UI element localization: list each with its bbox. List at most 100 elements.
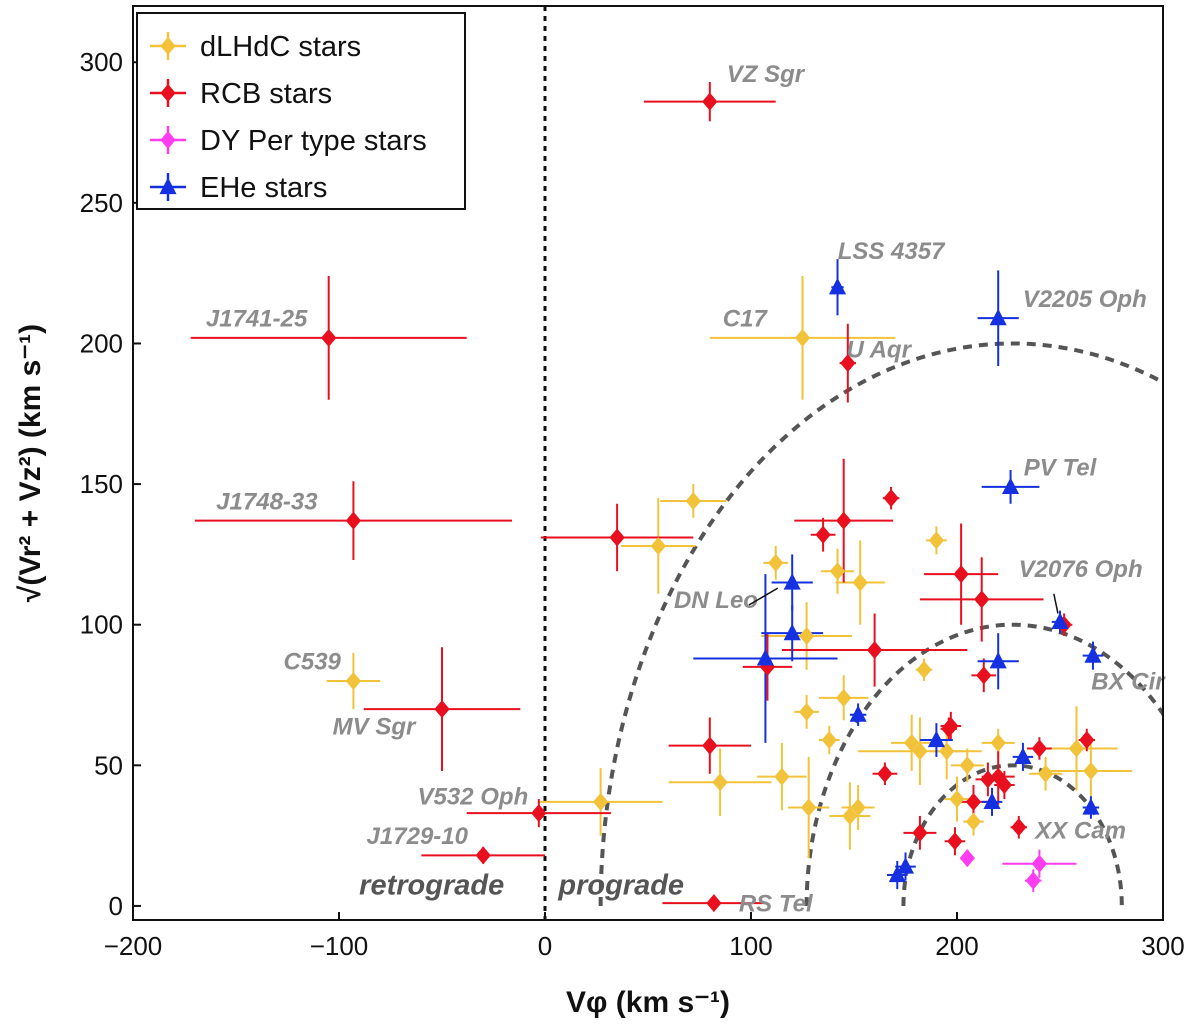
dlhdc-point <box>685 491 701 510</box>
x-tick-label: 0 <box>538 931 552 961</box>
rcb-point <box>980 770 996 789</box>
ehe-point <box>783 573 801 590</box>
star-label: C539 <box>284 649 342 676</box>
y-tick-label: 300 <box>80 47 123 77</box>
rcb-point <box>976 666 992 685</box>
y-axis-title: √(Vr² + Vz²) (km s⁻¹) <box>14 324 47 602</box>
rcb-point <box>836 511 852 530</box>
axis-ticks: −200 −100 0 100 200 300 0 50 100 150 200 250 300 <box>80 47 1185 961</box>
dlhdc-point <box>592 792 609 811</box>
dyper-point <box>1031 854 1048 873</box>
rcb-point <box>345 511 362 530</box>
dyper-point <box>1025 871 1041 890</box>
dlhdc-point <box>928 531 945 550</box>
v2076-leader <box>1053 593 1059 614</box>
rcb-point <box>815 525 831 544</box>
dlhdc-point <box>345 671 362 690</box>
rcb-point <box>702 736 718 755</box>
x-tick-label: 300 <box>1141 931 1184 961</box>
dlhdc-point <box>801 798 817 817</box>
star-label: XX Cam <box>1033 817 1126 844</box>
rcb-point <box>840 354 856 373</box>
dlhdc-point <box>912 742 928 761</box>
ehe-point <box>1084 646 1102 663</box>
star-label: BX Cir <box>1091 668 1166 695</box>
ehe-point <box>849 705 867 722</box>
dyper-point <box>959 849 975 868</box>
legend-label-dlhdc: dLHdC stars <box>200 31 361 63</box>
guide-curve-2 <box>901 763 1124 906</box>
dlhdc-point <box>1068 739 1085 758</box>
rcb-point <box>1031 739 1048 758</box>
ehe-point <box>989 651 1007 669</box>
dlhdc-point <box>829 562 846 581</box>
legend-marker-dyper <box>160 131 176 149</box>
ehe-point <box>983 792 1001 809</box>
dlhdc-point <box>1083 761 1099 780</box>
rcb-point <box>475 846 491 865</box>
ehe-point <box>927 730 945 748</box>
x-tick-label: −200 <box>104 931 163 961</box>
rcb-point <box>609 528 625 547</box>
legend-label-dyper: DY Per type stars <box>200 125 427 157</box>
rcb-point <box>321 328 337 347</box>
rcb-point <box>434 700 450 719</box>
x-tick-label: 100 <box>729 931 772 961</box>
y-tick-label: 200 <box>80 328 123 358</box>
guide-curves <box>598 341 1163 906</box>
star-label: PV Tel <box>1024 455 1098 482</box>
x-tick-label: 200 <box>935 931 978 961</box>
dlhdc-point <box>712 773 728 792</box>
dlhdc-point <box>1037 764 1054 783</box>
legend-label-rcb: RCB stars <box>200 78 332 110</box>
rcb-point <box>996 776 1013 795</box>
star-label: LSS 4357 <box>838 238 946 265</box>
star-label: V2076 Oph <box>1019 556 1143 583</box>
legend: dLHdC stars RCB stars DY Per type stars EHe… <box>136 12 466 210</box>
dlhdc-point <box>850 798 866 817</box>
rcb-point <box>912 823 928 842</box>
dlhdc-point <box>965 812 982 831</box>
dlhdc-point <box>904 733 920 752</box>
y-tick-label: 100 <box>80 610 123 640</box>
dlhdc-point <box>798 626 815 645</box>
ehe-point <box>896 857 915 874</box>
guide-curve-0 <box>598 341 1163 906</box>
rcb-point <box>947 832 963 851</box>
legend-marker-dlhdc <box>160 37 176 55</box>
x-axis-title: Vφ (km s⁻¹) <box>566 986 730 1019</box>
dlhdc-point <box>794 328 811 347</box>
ehe-point <box>783 623 801 641</box>
dlhdc-point <box>798 702 815 721</box>
ehe-point <box>1002 477 1020 494</box>
ehe-point <box>1014 747 1032 764</box>
dlhdc-point <box>949 790 965 809</box>
rcb-point <box>866 641 883 660</box>
dlhdc-point <box>774 767 790 786</box>
region-label-prograde: prograde <box>557 870 684 902</box>
star-label: U Aqr <box>846 337 912 364</box>
star-label: V2205 Oph <box>1023 286 1147 313</box>
rcb-point <box>941 719 957 738</box>
y-tick-label: 0 <box>109 891 123 921</box>
ehe-point <box>1051 612 1069 629</box>
dlhdc-point <box>916 660 932 679</box>
guide-curve-1 <box>804 622 1163 906</box>
dlhdc-point <box>650 536 666 555</box>
star-label: J1741-25 <box>206 306 308 333</box>
plot-frame <box>132 5 1164 921</box>
star-label: DN Leo <box>674 587 758 614</box>
legend-label-ehe: EHe stars <box>200 172 327 204</box>
ehe-point <box>828 277 847 295</box>
x-tick-label: −100 <box>310 931 369 961</box>
rcb-point <box>1079 731 1095 750</box>
star-labels: VZ Sgr LSS 4357 J1741-25 C17 V2205 Oph U Aqr P… <box>206 61 1166 918</box>
y-tick-label: 150 <box>80 469 123 499</box>
rcb-point <box>531 804 547 823</box>
y-tick-label: 250 <box>80 188 123 218</box>
rcb-point <box>877 764 893 783</box>
legend-marker-rcb <box>160 84 176 102</box>
dlhdc-point <box>842 806 858 825</box>
dlhdc-point <box>990 733 1006 752</box>
